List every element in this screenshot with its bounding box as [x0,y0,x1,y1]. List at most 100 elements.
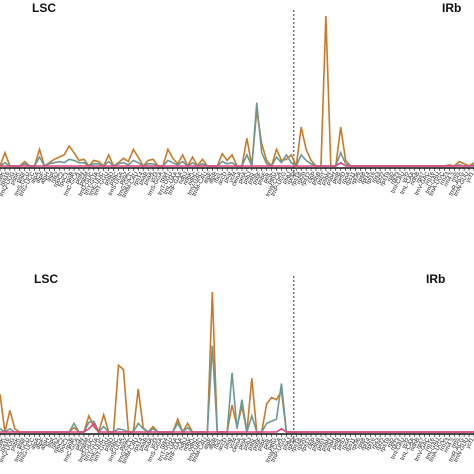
x-tick-label: ndhJ [178,171,189,185]
x-tick-label: atpA [30,437,41,451]
x-tick-label: rps16 [0,171,12,188]
x-tick-label: psbE [257,171,269,186]
series-line-teal [0,102,474,168]
x-tick-label: rpl23 [390,437,402,452]
x-tick-label: atpI [46,171,56,183]
x-tick-label: ycf4 [228,171,239,184]
x-tick-label: rpoB [65,437,76,451]
x-tick-label: petB [331,171,342,185]
series-line-teal [0,345,474,434]
x-tick-label: rps3 [371,437,382,451]
x-tick-label: rps4 [159,437,170,451]
x-tick-label: psbI [16,171,27,184]
x-tick-label: psbH [326,171,338,186]
x-tick-label: psbE [257,437,269,452]
x-tick-label: rpl20 [296,437,308,452]
x-tick-label: atpI [46,437,56,449]
region-label-irb-bottom: IRb [426,272,445,286]
x-tick-label: rpl20 [296,171,308,186]
x-tick-label: psbI [16,437,27,450]
x-tick-label: petN [74,171,85,185]
x-tick-label: psbT [316,437,328,452]
x-tick-label: rpl36 [351,437,363,452]
x-tick-label: petL [263,437,274,451]
x-tick-label: petN [74,437,85,451]
x-tick-label: rpl23 [390,171,402,186]
x-tick-label: psbH [326,437,338,452]
x-tick-label: rps4 [159,171,170,185]
x-tick-label: clpP [307,437,318,450]
x-tick-label: rrn5 [451,171,462,184]
region-label-lsc-bottom: LSC [34,272,58,286]
bottom-panel: LSC IRb psbAmatKrps16trnQ-UUGpsbKpsbItrn… [0,272,474,465]
x-tick-label: psbK [10,171,22,186]
x-tick-label: psaA [143,437,155,452]
x-tick-label: psaB [138,437,150,452]
x-tick-label: psbZ [119,171,131,186]
x-tick-label: petL [263,171,274,185]
x-tick-label: rps8 [356,437,367,451]
x-tick-label: ndhJ [178,437,189,451]
x-tick-label: rpl33 [286,171,298,186]
x-tick-label: psbL [247,171,259,186]
x-tick-label: rpl22 [375,171,387,186]
x-tick-label: rpl2 [387,171,397,183]
x-tick-label: rpoB [65,171,76,185]
x-tick-label: rpl14 [361,171,373,186]
x-tick-label: rpl36 [351,171,363,186]
x-tick-label: rps2 [50,171,61,185]
x-tick-label: ndhK [182,171,194,186]
x-tick-label: psbT [316,171,328,186]
x-tick-label: petD [336,437,348,452]
x-tick-label: atpB [208,437,219,451]
x-tick-label: psaJ [282,437,293,451]
x-tick-label: rps3 [371,171,382,185]
x-tick-label: rpl16 [365,437,377,452]
x-tick-label: psbF [252,437,264,452]
x-tick-label: psbB [311,437,323,452]
x-tick-label: rpoA [341,437,352,451]
series-line-orange [0,291,474,434]
x-tick-label: rpl33 [286,437,298,452]
x-tick-label: psaI [223,171,234,184]
x-tick-label: petB [331,437,342,451]
x-tick-label: atpE [203,437,214,451]
x-tick-label: psaA [143,171,155,186]
x-tick-label: petG [267,171,279,186]
x-tick-label: rbcL [213,437,224,451]
x-tick-label: petA [238,171,249,185]
x-tick-label: psbN [321,171,333,186]
x-tick-label: rps2 [50,437,61,451]
x-tick-label: rps16 [0,437,12,454]
x-tick-label: rrn5 [451,437,462,450]
x-tick-label: psbK [10,437,22,452]
x-tick-label: atpA [30,171,41,185]
x-tick-label: ndhB [410,171,422,186]
x-tick-label: ycf1 [465,171,474,184]
x-tick-label: petG [267,437,279,452]
region-label-lsc-top: LSC [32,1,56,15]
x-tick-label: psbZ [119,437,131,452]
x-tick-label: rps8 [356,171,367,185]
x-tick-label: atpB [208,171,219,185]
x-tick-label: rps7 [416,171,427,185]
x-tick-label: psaB [138,171,150,186]
x-tick-label: rpl16 [365,171,377,186]
x-tick-label: psbJ [242,171,253,185]
x-tick-label: ycf1 [465,437,474,450]
x-tick-label: petD [336,171,348,186]
x-tick-label: ycf3 [149,437,160,450]
x-tick-label: psbF [252,171,264,186]
x-tick-label: ycf3 [149,171,160,184]
series-line-pink [0,422,474,433]
x-tick-label: matK [0,437,7,452]
x-tick-label: matK [0,171,7,186]
x-tick-label: rpoA [341,171,352,185]
x-tick-label: atpH [40,171,51,185]
series-line-orange [0,15,474,169]
top-panel: LSC IRb psbAmatKrps16trnQ-UUGpsbKpsbItrn… [0,1,474,199]
x-tick-label: rbcL [213,171,224,185]
x-tick-label: rps7 [416,437,427,451]
x-tick-label: ycf4 [228,437,239,450]
